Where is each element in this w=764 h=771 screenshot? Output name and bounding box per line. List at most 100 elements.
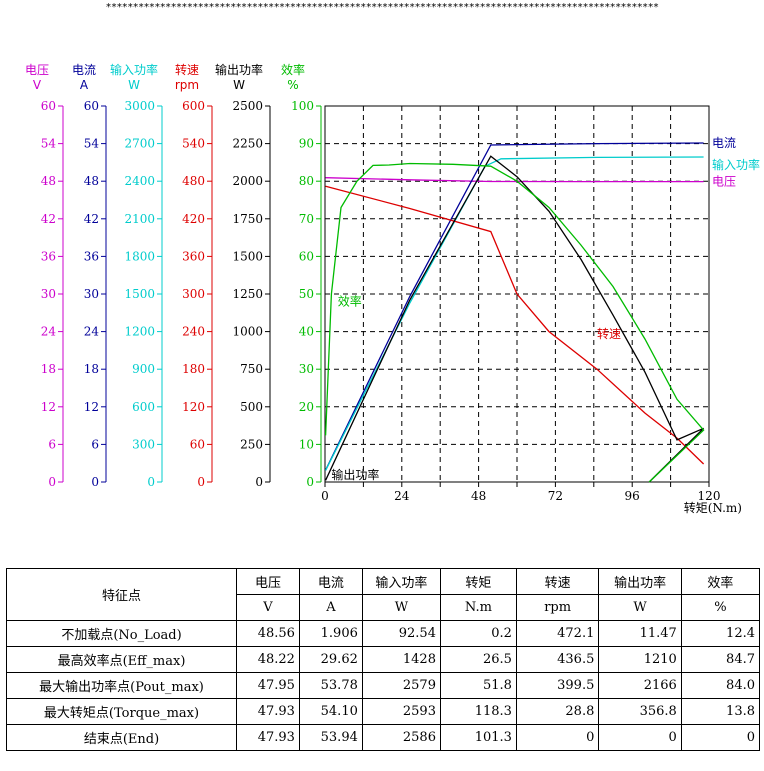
y-tick-label: 420	[182, 212, 205, 226]
y-axis-name-0: 电压	[25, 63, 49, 77]
table-cell: 28.8	[515, 698, 600, 725]
table-corner-header: 特征点	[5, 568, 238, 621]
table-unit-cell: W	[598, 594, 682, 621]
y-axis-name-2: 输入功率	[110, 62, 158, 77]
table-row-name: 最大转矩点(Torque_max)	[5, 698, 238, 725]
series-line-3	[325, 185, 705, 465]
y-tick-label: 60	[299, 249, 314, 263]
table-header-row: 特征点 电压 电流 输入功率 转矩 转速 输出功率 效率	[5, 568, 761, 621]
y-axis-unit-1: A	[80, 78, 89, 92]
y-axis-name-5: 效率	[281, 62, 305, 77]
y-tick-label: 70	[299, 212, 314, 226]
table-row-name: 不加载点(No_Load)	[5, 620, 238, 647]
table-row-name: 最大输出功率点(Pout_max)	[5, 672, 238, 699]
y-tick-label: 30	[84, 287, 99, 301]
series-label-4: 输出功率	[331, 467, 379, 482]
y-tick-label: 30	[299, 362, 314, 376]
y-tick-label: 500	[240, 400, 263, 414]
y-tick-label: 0	[147, 475, 155, 489]
y-tick-label: 30	[41, 287, 56, 301]
y-tick-label: 24	[41, 325, 57, 339]
table-unit-cell: V	[236, 594, 300, 621]
y-tick-label: 60	[190, 437, 205, 451]
y-tick-label: 2400	[124, 174, 155, 188]
table-cell: 2579	[361, 672, 441, 699]
table-unit-cell: W	[361, 594, 441, 621]
y-tick-label: 36	[84, 249, 99, 263]
table-unit-row: V A W N.m rpm W%	[7, 594, 761, 621]
y-axis-unit-2: W	[128, 78, 140, 92]
y-tick-label: 0	[255, 475, 263, 489]
y-axis-unit-5: %	[287, 78, 298, 92]
table-unit-cell: N.m	[439, 594, 517, 621]
x-tick-label: 48	[471, 489, 486, 503]
y-tick-label: 300	[132, 437, 155, 451]
y-tick-label: 240	[182, 325, 205, 339]
table-row: 不加载点(No_Load) 48.56 1.906 92.54 0.2 472.1 11.4…	[5, 620, 761, 647]
y-tick-label: 2250	[232, 137, 263, 151]
performance-chart: 0 24 48 72 96 120转矩(N.m)电压V061218243036424854…	[25, 62, 760, 515]
y-axis-name-3: 转速	[175, 62, 199, 77]
y-tick-label: 0	[91, 475, 99, 489]
table-cell: 0	[680, 724, 761, 751]
table-cell: 2586	[361, 724, 441, 751]
table-cell: 118.3	[439, 698, 517, 725]
y-tick-label: 1250	[232, 287, 263, 301]
series-line-4	[325, 155, 705, 483]
series-label-2: 输入功率	[712, 157, 760, 172]
table-column-header: 电压	[236, 568, 300, 595]
table-unit-cell: %	[680, 594, 761, 621]
y-tick-label: 480	[182, 174, 205, 188]
y-tick-label: 48	[84, 174, 99, 188]
table-cell: 47.95	[236, 672, 300, 699]
table-cell: 47.93	[236, 698, 300, 725]
y-tick-label: 36	[41, 249, 56, 263]
y-tick-label: 360	[182, 249, 205, 263]
y-tick-label: 180	[182, 362, 205, 376]
y-axis-unit-4: W	[233, 78, 245, 92]
y-tick-label: 18	[41, 362, 56, 376]
table-row-name: 最高效率点(Eff_max)	[5, 646, 238, 673]
table-cell: 1.906	[298, 620, 363, 647]
y-tick-label: 24	[84, 325, 100, 339]
x-tick-label: 96	[625, 489, 640, 503]
table-cell: 1210	[598, 646, 682, 673]
y-tick-label: 20	[299, 400, 314, 414]
x-tick-label: 72	[548, 489, 563, 503]
table-unit-cell: A	[298, 594, 363, 621]
y-tick-label: 540	[182, 137, 205, 151]
y-tick-label: 2000	[232, 174, 263, 188]
x-tick-label: 24	[394, 489, 410, 503]
y-tick-label: 42	[41, 212, 56, 226]
y-axis-unit-3: rpm	[175, 78, 199, 92]
table-cell: 84.0	[680, 672, 761, 699]
y-tick-label: 60	[41, 99, 56, 113]
characteristic-points-table: 特征点 电压 电流 输入功率 转矩 转速 输出功率 效率 V A W N.m rpm W% 不加载点(No_…	[5, 568, 761, 751]
y-tick-label: 1500	[124, 287, 155, 301]
y-tick-label: 10	[299, 437, 314, 451]
table-cell: 1428	[361, 646, 441, 673]
table-cell: 2593	[361, 698, 441, 725]
y-tick-label: 0	[197, 475, 205, 489]
y-tick-label: 120	[182, 400, 205, 414]
table-cell: 51.8	[439, 672, 517, 699]
y-tick-label: 250	[240, 437, 263, 451]
table-cell: 11.47	[598, 620, 682, 647]
y-tick-label: 1750	[232, 212, 263, 226]
table-column-header: 输出功率	[598, 568, 682, 595]
y-axis-unit-0: V	[33, 78, 42, 92]
y-tick-label: 6	[91, 437, 99, 451]
y-tick-label: 1200	[124, 325, 155, 339]
series-line-2	[325, 156, 704, 471]
y-tick-label: 0	[48, 475, 56, 489]
table-cell: 12.4	[680, 620, 761, 647]
table-cell: 26.5	[439, 646, 517, 673]
y-tick-label: 54	[84, 137, 100, 151]
table-cell: 54.10	[298, 698, 363, 725]
table-cell: 472.1	[515, 620, 600, 647]
table-cell: 48.56	[236, 620, 300, 647]
series-line-0	[325, 177, 704, 183]
table-cell: 53.78	[298, 672, 363, 699]
y-tick-label: 6	[48, 437, 56, 451]
y-tick-label: 100	[291, 99, 314, 113]
